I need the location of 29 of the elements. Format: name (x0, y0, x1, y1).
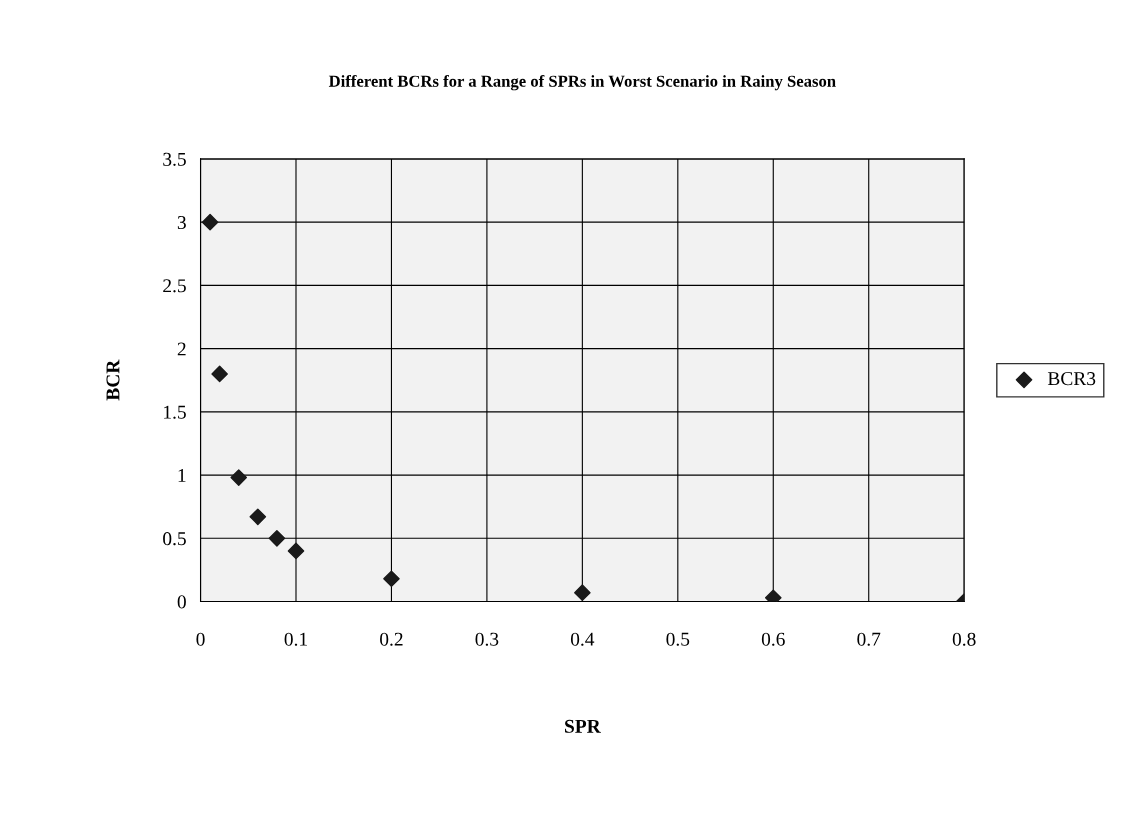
x-tick-label: 0.7 (857, 632, 881, 646)
y-tick-label: 3.5 (163, 152, 186, 166)
x-tick-label: 0.6 (761, 632, 785, 646)
x-tick-label: 0.3 (475, 632, 499, 646)
y-tick-label: 1 (178, 468, 186, 482)
point (211, 365, 228, 383)
point (201, 213, 219, 231)
y-tick-label: 2.5 (163, 279, 186, 293)
point (383, 570, 400, 588)
point (249, 508, 267, 526)
point (230, 469, 248, 486)
x-tick-label: 0.1 (284, 632, 307, 646)
y-axis-title: BCR (106, 359, 120, 401)
y-tick-label: 3 (177, 216, 186, 230)
y-tick-label: 0 (177, 595, 186, 609)
legend-label: BCR3 (1047, 372, 1096, 386)
y-tick-label: 2 (177, 342, 186, 356)
y-tick-label: 1.5 (164, 405, 186, 419)
point (574, 584, 591, 601)
x-tick-label: 0.2 (380, 632, 403, 646)
x-tick-label: 0 (196, 632, 205, 646)
chart-title: Different BCRs for a Range of SPRs in Worst Scenario in Rainy Season (328, 74, 836, 91)
x-tick-label: 0.4 (570, 632, 595, 646)
y-tick-label: 0.5 (163, 532, 186, 546)
x-axis-title: SPR (565, 719, 601, 733)
point (287, 542, 305, 560)
point (268, 530, 286, 547)
x-tick-label: 0.5 (666, 632, 690, 646)
x-tick-label: 0.8 (952, 632, 976, 646)
